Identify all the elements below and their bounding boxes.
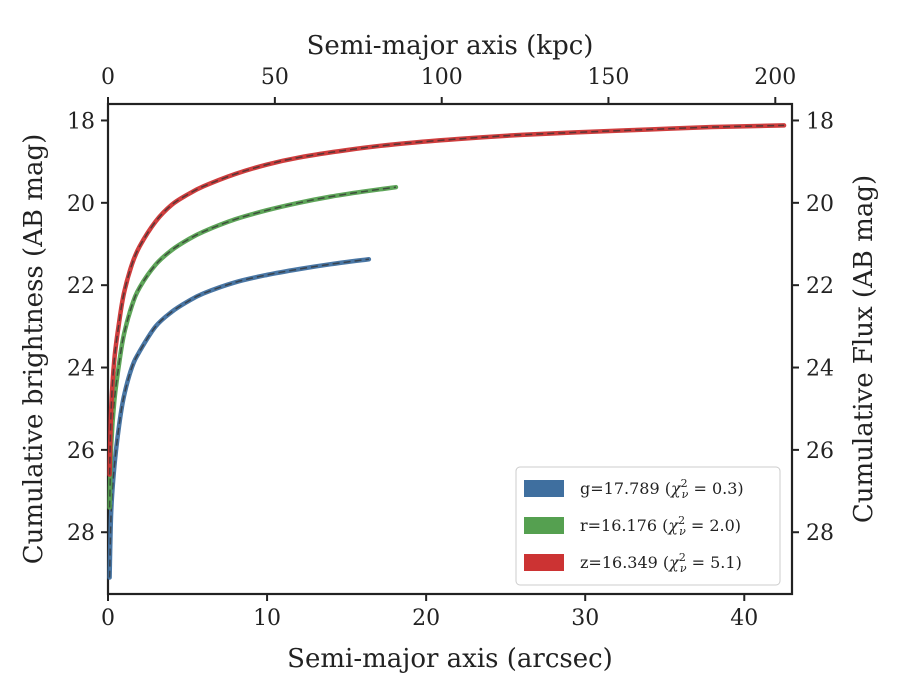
right-y-axis-title: Cumulative Flux (AB mag): [849, 175, 879, 523]
x-tick-label: 30: [571, 606, 599, 631]
y-tick-label: 26: [67, 439, 95, 464]
right-y-axis: 18 20 22 24 26 28: [792, 109, 834, 546]
legend-items: g=17.789 (χ2 ν = 0.3) r=16.176 (χ2 ν = 2.0)…: [524, 477, 744, 575]
bottom-x-axis-title: Semi-major axis (arcsec): [287, 644, 613, 674]
x-tick-label: 0: [101, 606, 115, 631]
legend: g=17.789 (χ2 ν = 0.3) r=16.176 (χ2 ν = 2.0)…: [515, 466, 781, 586]
series-line-2: [107, 123, 787, 477]
series-model-line-0: [108, 258, 369, 578]
top-x-tick-label: 100: [421, 65, 463, 90]
top-x-tick-label: 150: [587, 65, 629, 90]
x-tick-label: 10: [253, 606, 281, 631]
top-x-axis-title: Semi-major axis (kpc): [307, 31, 594, 61]
right-y-tick-label: 28: [806, 521, 834, 546]
series-model-line-1: [108, 186, 397, 508]
top-x-axis: 0 50 100 150 200: [101, 65, 796, 104]
series-line-1: [107, 184, 399, 510]
top-x-tick-label: 50: [261, 65, 289, 90]
x-tick-label: 20: [412, 606, 440, 631]
curves: [107, 123, 787, 580]
y-tick-label: 22: [67, 274, 95, 299]
x-tick-label: 40: [730, 606, 758, 631]
right-y-tick-label: 26: [806, 439, 834, 464]
legend-label-1: r=16.176 (χ2 ν = 2.0): [580, 514, 741, 538]
y-tick-label: 18: [67, 109, 95, 134]
legend-swatch-1: [524, 517, 564, 534]
bottom-x-axis: 0 10 20 30 40: [101, 594, 758, 631]
legend-label-2: z=16.349 (χ2 ν = 5.1): [580, 551, 742, 575]
right-y-tick-label: 18: [806, 109, 834, 134]
right-y-tick-label: 22: [806, 274, 834, 299]
y-tick-label: 24: [67, 357, 95, 382]
legend-label-0: g=17.789 (χ2 ν = 0.3): [580, 477, 744, 501]
top-x-tick-label: 0: [101, 65, 115, 90]
legend-box: [515, 466, 781, 586]
plot-frame: [106, 102, 794, 596]
series-line-0: [107, 256, 372, 580]
y-tick-label: 20: [67, 192, 95, 217]
left-y-axis-title: Cumulative brightness (AB mag): [19, 134, 49, 565]
left-y-axis: 18 20 22 24 26 28: [67, 109, 108, 546]
legend-swatch-0: [524, 480, 564, 497]
right-y-tick-label: 24: [806, 357, 834, 382]
legend-swatch-2: [524, 554, 564, 571]
y-tick-label: 28: [67, 521, 95, 546]
right-y-tick-label: 20: [806, 192, 834, 217]
series-model-line-2: [108, 124, 785, 475]
top-x-tick-label: 200: [754, 65, 796, 90]
